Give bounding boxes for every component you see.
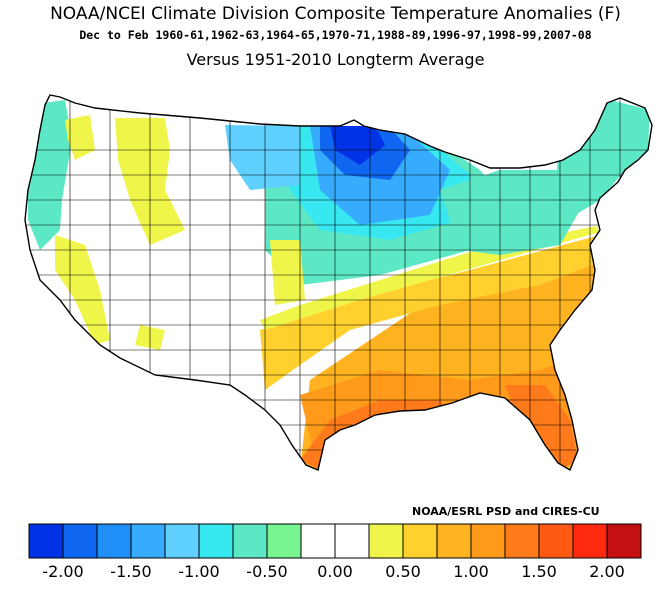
- scale-swatch: [572, 523, 608, 559]
- scale-swatch: [62, 523, 98, 559]
- scale-swatch: [504, 523, 540, 559]
- scale-swatch: [232, 523, 268, 559]
- scale-swatch: [198, 523, 234, 559]
- tick-label: 1.50: [521, 562, 557, 581]
- new-england-region: [555, 100, 650, 215]
- us-outline: [24, 94, 653, 472]
- tick-label: 0.50: [385, 562, 421, 581]
- map-subtitle-2: Versus 1951-2010 Longterm Average: [186, 50, 485, 69]
- scale-swatch: [300, 523, 336, 559]
- florida-region: [505, 385, 578, 470]
- scale-swatch: [402, 523, 438, 559]
- southern-plains-region: [260, 235, 605, 390]
- scale-swatch: [130, 523, 166, 559]
- california-interior-region: [55, 235, 110, 345]
- tick-label: -1.00: [178, 562, 220, 581]
- map-subtitle: Dec to Feb 1960-61,1962-63,1964-65,1970-…: [79, 28, 592, 42]
- scale-swatch: [334, 523, 370, 559]
- color-scale-bar: [28, 523, 642, 559]
- color-scale-ticks: -2.00 -1.50 -1.00 -0.50 0.00 0.50 1.00 1…: [0, 562, 671, 586]
- scale-swatch: [606, 523, 642, 559]
- tick-label: 2.00: [589, 562, 625, 581]
- scale-swatch: [538, 523, 574, 559]
- tick-label: 0.00: [317, 562, 353, 581]
- minnesota-north-region: [330, 126, 385, 165]
- ohio-valley-region: [440, 170, 580, 255]
- map-title: NOAA/NCEI Climate Division Composite Tem…: [50, 4, 621, 24]
- tick-label: 1.00: [453, 562, 489, 581]
- kansas-band: [270, 240, 305, 305]
- us-anomaly-map: [24, 94, 653, 472]
- oregon-yellow-region: [65, 115, 95, 160]
- scale-swatch: [266, 523, 302, 559]
- tick-label: -2.00: [42, 562, 84, 581]
- scale-swatch: [164, 523, 200, 559]
- tick-label: -1.50: [110, 562, 152, 581]
- map-credit: NOAA/ESRL PSD and CIRES-CU: [412, 505, 600, 518]
- scale-swatch: [470, 523, 506, 559]
- scale-swatch: [368, 523, 404, 559]
- scale-swatch: [436, 523, 472, 559]
- tick-label: -0.50: [246, 562, 288, 581]
- northern-plains-west: [225, 125, 300, 190]
- scale-swatch: [28, 523, 64, 559]
- scale-swatch: [96, 523, 132, 559]
